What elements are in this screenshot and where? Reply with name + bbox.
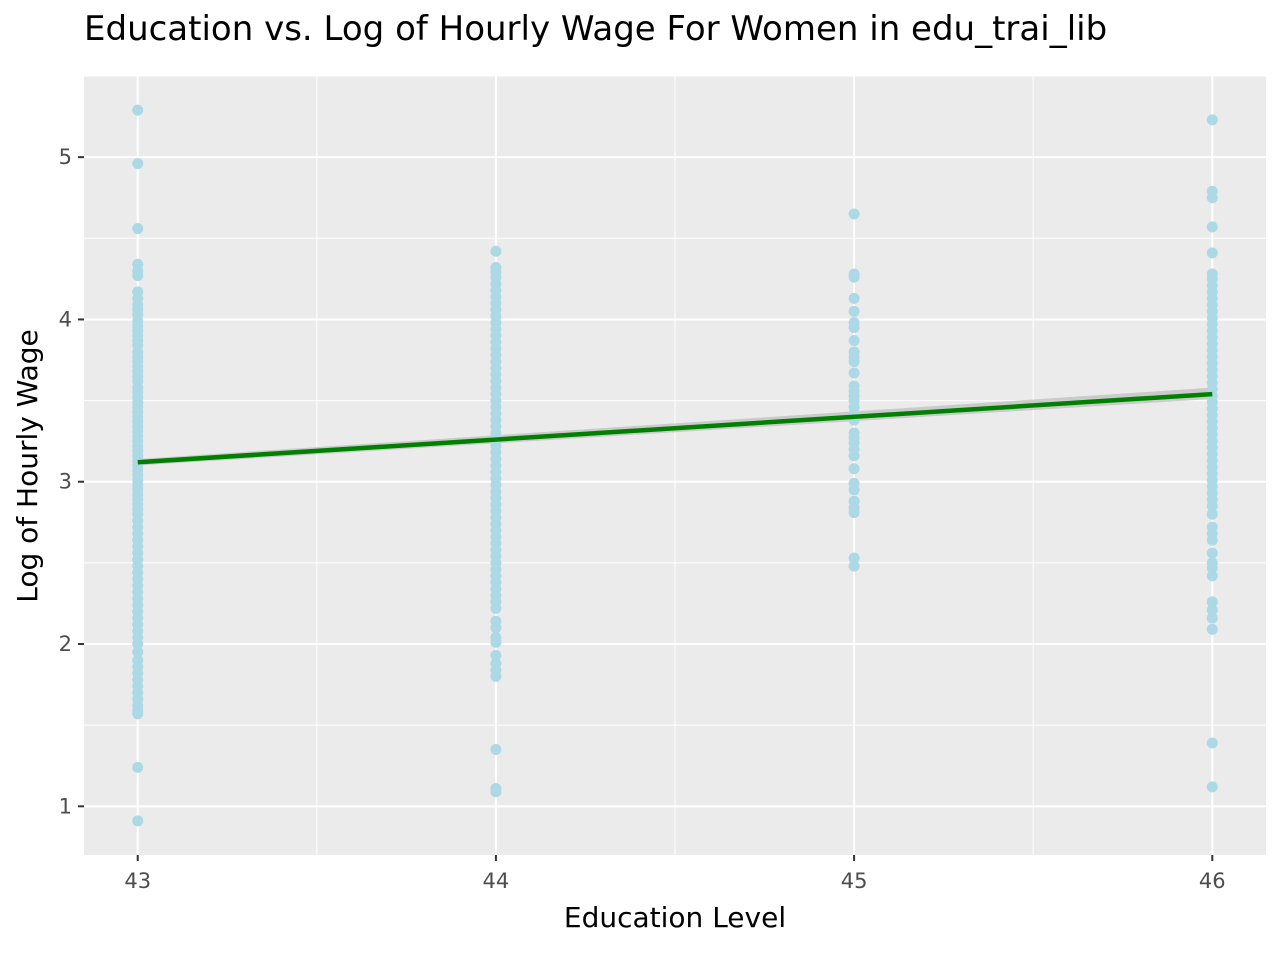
data-point: [490, 245, 502, 257]
data-point: [132, 761, 144, 773]
data-point: [132, 708, 144, 720]
data-point: [1206, 570, 1218, 582]
data-point: [1206, 247, 1218, 259]
y-tick-label: 4: [59, 307, 72, 331]
y-tick-label: 2: [59, 632, 72, 656]
data-point: [1206, 221, 1218, 233]
data-point: [1206, 612, 1218, 624]
data-point: [1206, 781, 1218, 793]
data-point: [848, 322, 860, 334]
data-point: [1206, 192, 1218, 204]
data-point: [490, 602, 502, 614]
x-tick-label: 44: [483, 869, 510, 893]
data-point: [132, 104, 144, 116]
data-point: [132, 638, 144, 650]
data-point: [490, 786, 502, 798]
data-point: [848, 450, 860, 462]
data-point: [1206, 508, 1218, 520]
data-point: [490, 622, 502, 634]
y-tick-label: 5: [59, 145, 72, 169]
data-point: [490, 670, 502, 682]
data-point: [848, 552, 860, 564]
y-tick-label: 1: [59, 794, 72, 818]
data-point: [848, 484, 860, 496]
data-point: [1206, 547, 1218, 559]
data-point: [1206, 596, 1218, 608]
data-point: [1206, 114, 1218, 126]
data-point: [132, 646, 144, 658]
data-point: [848, 560, 860, 572]
x-axis: 43 44 45 46: [124, 855, 1226, 893]
data-point: [132, 223, 144, 235]
data-point: [848, 356, 860, 368]
data-point: [132, 815, 144, 827]
data-point: [132, 270, 144, 282]
y-axis: 1 2 3 4 5: [59, 145, 84, 818]
x-tick-label: 43: [124, 869, 151, 893]
data-point: [1206, 562, 1218, 574]
data-point: [490, 636, 502, 648]
data-point: [848, 507, 860, 519]
data-point: [1206, 500, 1218, 512]
data-point: [848, 463, 860, 475]
data-point: [1206, 534, 1218, 546]
data-point: [1206, 737, 1218, 749]
data-point: [848, 305, 860, 317]
data-point: [848, 335, 860, 347]
data-point: [132, 158, 144, 170]
data-point: [1206, 604, 1218, 616]
y-axis-label: Log of Hourly Wage: [11, 329, 44, 603]
trend-line: [137, 391, 1213, 465]
chart-title: Education vs. Log of Hourly Wage For Wom…: [84, 9, 1107, 49]
data-point: [1206, 623, 1218, 635]
y-tick-label: 3: [59, 470, 72, 494]
x-tick-label: 45: [841, 869, 868, 893]
data-point: [848, 208, 860, 220]
x-axis-label: Education Level: [564, 901, 786, 934]
data-point: [490, 649, 502, 661]
points-layer: [132, 104, 1218, 827]
data-point: [490, 744, 502, 756]
data-point: [848, 292, 860, 304]
data-point: [848, 367, 860, 379]
data-point: [848, 271, 860, 283]
trend-line-layer: [137, 391, 1213, 465]
x-tick-label: 46: [1199, 869, 1226, 893]
